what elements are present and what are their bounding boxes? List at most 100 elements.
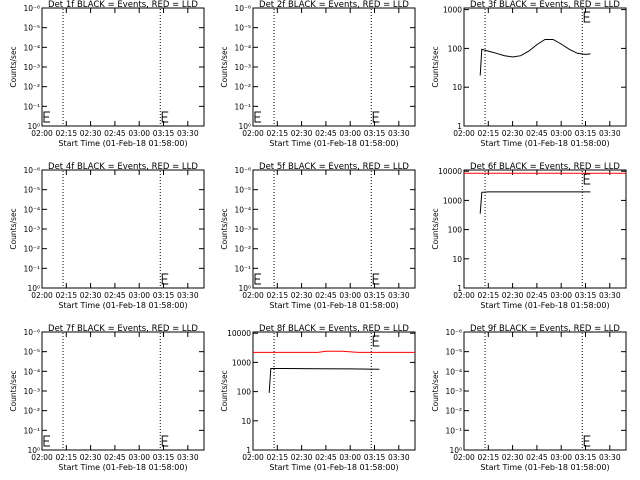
y-tick-label: 10⁻³ [23, 225, 40, 234]
plot-frame [252, 331, 416, 451]
plot-frame [41, 331, 205, 451]
x-tick-label: 03:15 [364, 453, 386, 462]
x-tick-label: 03:30 [177, 129, 199, 138]
y-tick-label: 10⁻⁶ [234, 166, 251, 175]
bracket-marker [583, 435, 591, 447]
y-tick-label: 1 [457, 122, 462, 131]
chart-panel-9: Det 9f BLACK = Events, RED = LLD 10⁰ 10⁻¹ 1… [431, 324, 627, 472]
y-tick-label: 10⁰ [27, 446, 40, 455]
bracket-marker [43, 111, 50, 123]
bracket-marker [161, 111, 169, 123]
x-axis-label: Start Time (01-Feb-18 01:58:00) [269, 463, 398, 472]
y-tick-label: 10⁻³ [234, 225, 251, 234]
series-line-lld [253, 350, 415, 353]
series-line-events [268, 368, 380, 393]
bracket-marker [372, 111, 380, 123]
x-tick-label: 02:00 [242, 129, 264, 138]
y-tick-label: 10⁻⁴ [23, 367, 40, 376]
chart-title: Det 2f BLACK = Events, RED = LLD [259, 0, 409, 10]
y-tick-label: 10⁻¹ [445, 426, 462, 435]
bracket-marker [43, 435, 50, 447]
y-axis-label: Counts/sec [220, 208, 229, 249]
x-axis-label: Start Time (01-Feb-18 01:58:00) [480, 463, 609, 472]
bracket-marker [254, 273, 261, 285]
plot-frame [252, 169, 416, 289]
y-tick-label: 100 [448, 226, 463, 235]
chart-title: Det 7f BLACK = Events, RED = LLD [48, 324, 198, 334]
x-tick-label: 02:30 [80, 453, 102, 462]
x-axis-label: Start Time (01-Feb-18 01:58:00) [269, 301, 398, 310]
y-axis-label: Counts/sec [431, 46, 440, 87]
series-line-events [479, 191, 591, 214]
y-tick-label: 10000 [438, 167, 462, 176]
x-tick-label: 02:00 [242, 291, 264, 300]
y-tick-label: 1000 [443, 6, 462, 15]
y-tick-label: 10⁻¹ [23, 102, 40, 111]
y-tick-label: 10⁻⁵ [234, 24, 251, 33]
x-tick-label: 02:15 [55, 453, 77, 462]
x-tick-label: 03:30 [388, 129, 410, 138]
x-axis-label: Start Time (01-Feb-18 01:58:00) [480, 139, 609, 148]
y-tick-label: 10⁻³ [23, 387, 40, 396]
chart-panel-5: Det 5f BLACK = Events, RED = LLD 10⁰ 10⁻¹ 1… [220, 162, 416, 310]
y-tick-label: 10⁻⁶ [23, 4, 40, 13]
y-tick-label: 10⁻⁶ [234, 4, 251, 13]
x-tick-label: 03:00 [550, 291, 572, 300]
x-tick-label: 02:45 [104, 129, 126, 138]
x-tick-label: 03:30 [177, 453, 199, 462]
x-tick-label: 02:00 [453, 129, 475, 138]
plot-frame [463, 7, 627, 127]
y-tick-label: 10⁻³ [23, 63, 40, 72]
x-tick-label: 02:15 [266, 129, 288, 138]
y-tick-label: 10⁻¹ [234, 102, 251, 111]
y-tick-label: 10⁻⁶ [445, 328, 462, 337]
y-tick-label: 10⁻⁵ [23, 186, 40, 195]
plot-frame [41, 169, 205, 289]
x-tick-label: 02:30 [291, 453, 313, 462]
x-tick-label: 03:15 [364, 291, 386, 300]
x-tick-label: 03:00 [550, 453, 572, 462]
x-tick-label: 02:45 [104, 291, 126, 300]
x-tick-label: 02:45 [526, 129, 548, 138]
x-tick-label: 02:30 [291, 129, 313, 138]
bracket-marker [372, 335, 380, 347]
y-tick-label: 10⁻⁶ [23, 328, 40, 337]
x-tick-label: 02:30 [80, 291, 102, 300]
x-tick-label: 02:15 [55, 291, 77, 300]
y-tick-label: 1 [246, 446, 251, 455]
x-tick-label: 02:30 [502, 453, 524, 462]
x-axis-label: Start Time (01-Feb-18 01:58:00) [480, 301, 609, 310]
y-tick-label: 10⁻² [23, 83, 40, 92]
x-tick-label: 03:00 [339, 129, 361, 138]
y-tick-label: 1000 [443, 196, 462, 205]
y-tick-label: 10 [452, 83, 462, 92]
x-tick-label: 02:45 [526, 291, 548, 300]
chart-title: Det 5f BLACK = Events, RED = LLD [259, 162, 409, 172]
y-tick-label: 10⁻² [234, 83, 251, 92]
y-tick-label: 10⁻² [234, 245, 251, 254]
bracket-marker [254, 111, 261, 123]
chart-panel-7: Det 7f BLACK = Events, RED = LLD 10⁰ 10⁻¹ 1… [9, 324, 205, 472]
y-tick-label: 10 [452, 255, 462, 264]
y-tick-label: 10⁻⁴ [445, 367, 462, 376]
chart-panel-6: Det 6f BLACK = Events, RED = LLD 1 10 100 10… [431, 162, 627, 310]
x-tick-label: 02:30 [80, 129, 102, 138]
chart-panel-4: Det 4f BLACK = Events, RED = LLD 10⁰ 10⁻¹ 1… [9, 162, 205, 310]
y-tick-label: 10⁻⁴ [23, 205, 40, 214]
y-tick-label: 100 [448, 44, 463, 53]
chart-title: Det 8f BLACK = Events, RED = LLD [259, 324, 409, 334]
y-tick-label: 10⁻² [445, 407, 462, 416]
y-tick-label: 10⁻⁵ [23, 24, 40, 33]
x-tick-label: 02:45 [315, 129, 337, 138]
bracket-marker [161, 435, 169, 447]
x-axis-label: Start Time (01-Feb-18 01:58:00) [58, 139, 187, 148]
y-tick-label: 10⁻² [23, 407, 40, 416]
x-tick-label: 03:15 [153, 291, 175, 300]
y-axis-label: Counts/sec [9, 46, 18, 87]
chart-title: Det 4f BLACK = Events, RED = LLD [48, 162, 198, 172]
y-axis-label: Counts/sec [220, 46, 229, 87]
x-tick-label: 02:30 [291, 291, 313, 300]
bracket-marker [161, 273, 169, 285]
y-tick-label: 10⁻³ [445, 387, 462, 396]
